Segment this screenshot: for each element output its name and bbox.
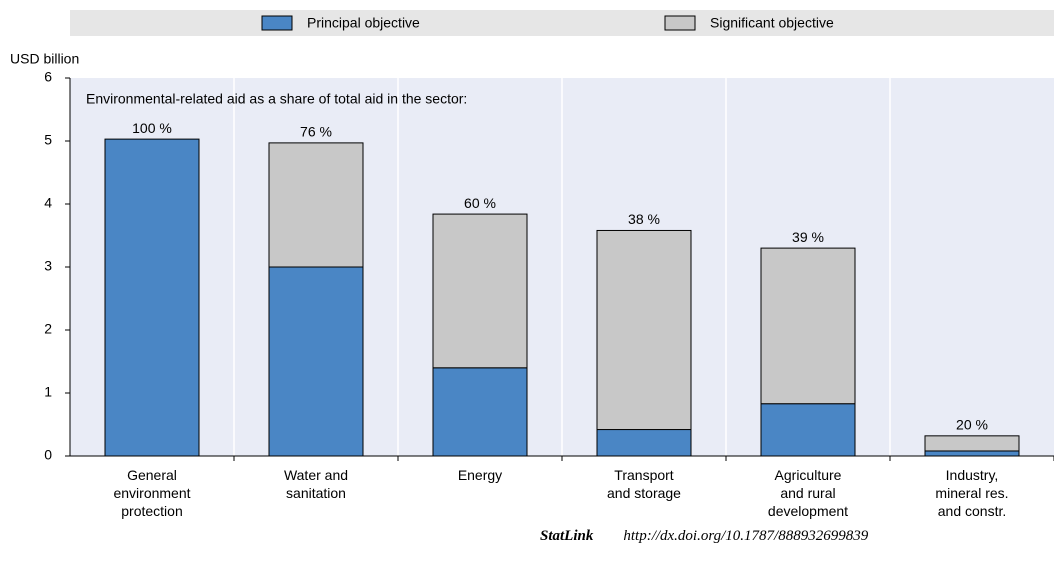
share-label: 38 % [628, 211, 660, 227]
share-label: 39 % [792, 229, 824, 245]
bar-segment [268, 266, 364, 457]
bar-segment [432, 213, 528, 369]
annotation: Environmental-related aid as a share of … [86, 91, 467, 107]
y-tick-label: 6 [44, 69, 52, 85]
bar-segment [268, 142, 364, 268]
x-tick-label: Industry, mineral res. and constr. [935, 467, 1009, 519]
legend-swatch [261, 15, 293, 31]
share-label: 100 % [132, 120, 172, 136]
legend-label: Significant objective [710, 15, 834, 31]
x-tick-label: General environment protection [113, 467, 191, 519]
share-label: 60 % [464, 195, 496, 211]
legend-band [70, 10, 1054, 36]
bar-segment [104, 138, 200, 457]
y-tick-label: 1 [44, 384, 52, 400]
x-tick-label: Agriculture and rural development [767, 467, 849, 519]
bar-segment [596, 429, 692, 457]
x-tick-label: Transport and storage [607, 467, 681, 501]
legend-label: Principal objective [307, 15, 420, 31]
share-label: 76 % [300, 124, 332, 140]
footer: StatLink http://dx.doi.org/10.1787/888932… [540, 528, 868, 545]
bar-segment [924, 435, 1020, 452]
x-tick-label: Water and sanitation [283, 467, 349, 501]
y-tick-label: 3 [44, 258, 52, 274]
y-axis-label: USD billion [10, 51, 79, 67]
y-tick-label: 4 [44, 195, 52, 211]
x-tick-label: Energy [457, 467, 503, 483]
bar-segment [760, 403, 856, 457]
legend-swatch [664, 15, 696, 31]
link[interactable]: http://dx.doi.org/10.1787/888932699839 [623, 528, 869, 544]
bar-segment [760, 247, 856, 405]
y-tick-label: 5 [44, 132, 52, 148]
y-tick-label: 0 [44, 447, 52, 463]
bar-segment [596, 229, 692, 431]
bar-segment [432, 367, 528, 457]
share-label: 20 % [956, 417, 988, 433]
y-tick-label: 2 [44, 321, 52, 337]
statlink: StatLink [540, 528, 594, 544]
bar-segment [924, 450, 1020, 457]
